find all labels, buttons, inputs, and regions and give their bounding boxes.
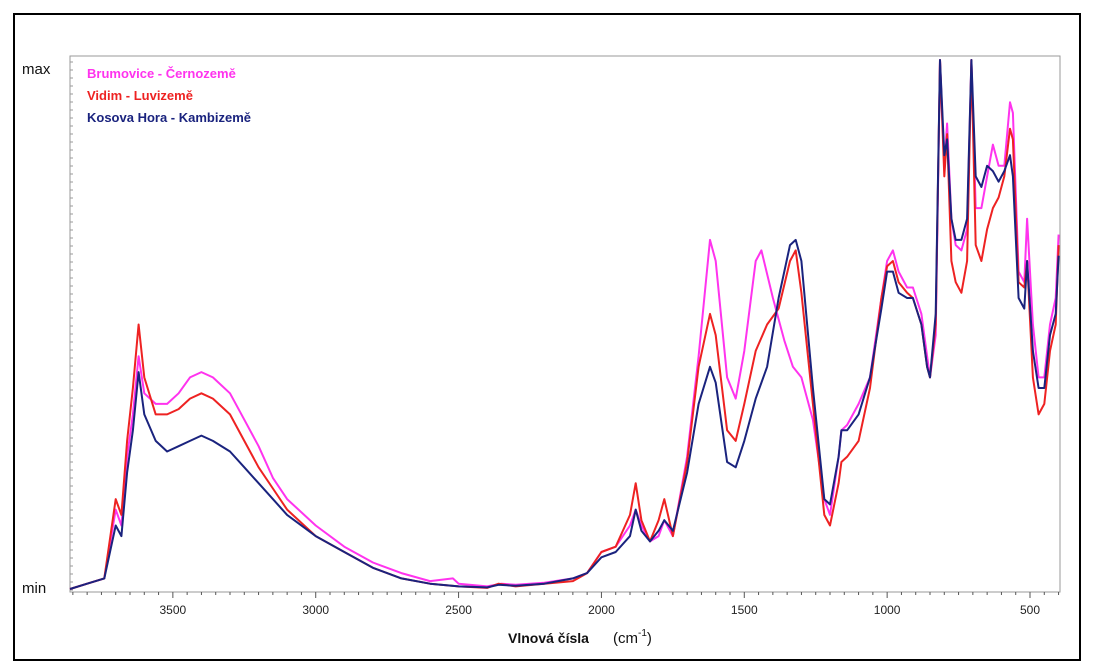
x-tick-label: 3000 bbox=[302, 603, 329, 617]
legend: Brumovice - Černozemě Vidim - Luvizemě Kos… bbox=[87, 66, 251, 125]
x-tick-label: 500 bbox=[1020, 603, 1040, 617]
y-minor-ticks bbox=[70, 61, 73, 591]
x-axis-title: Vlnová čísla bbox=[508, 630, 589, 646]
x-tick-label: 2000 bbox=[588, 603, 615, 617]
x-axis-unit: (cm-1) bbox=[613, 628, 652, 647]
x-axis-unit-prefix: (cm bbox=[613, 630, 638, 647]
legend-entry-2: Vidim - Luvizemě bbox=[87, 88, 193, 103]
x-tick-label: 1500 bbox=[731, 603, 758, 617]
x-tick-label: 1000 bbox=[874, 603, 901, 617]
x-ticks: 3500 3000 2500 2000 1500 1000 500 bbox=[72, 592, 1060, 617]
series-line-3 bbox=[69, 59, 1060, 590]
y-min-label: min bbox=[22, 580, 46, 597]
x-axis-unit-suffix: ) bbox=[647, 630, 652, 647]
series-lines bbox=[69, 59, 1060, 590]
legend-entry-3: Kosova Hora - Kambizemě bbox=[87, 110, 251, 125]
series-line-2 bbox=[69, 59, 1060, 590]
x-axis-unit-exponent: -1 bbox=[638, 628, 647, 639]
plot-area bbox=[69, 55, 1061, 593]
x-tick-label: 3500 bbox=[160, 603, 187, 617]
legend-entry-1: Brumovice - Černozemě bbox=[87, 66, 236, 81]
y-max-label: max bbox=[22, 61, 51, 78]
x-tick-label: 2500 bbox=[445, 603, 472, 617]
